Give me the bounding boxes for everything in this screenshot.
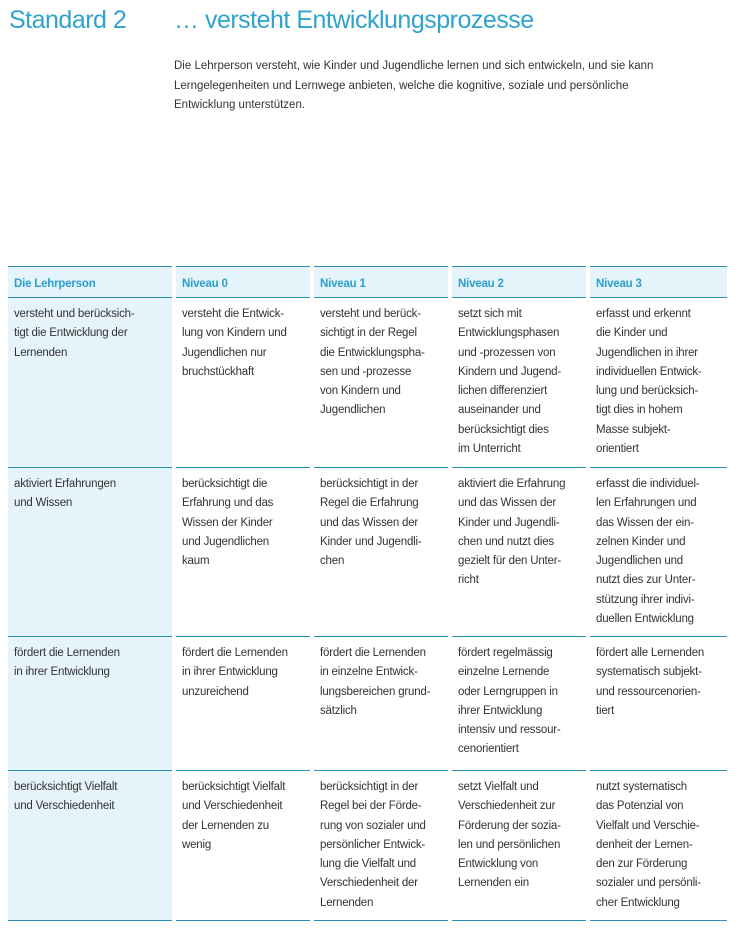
table-cell: setzt sich mit Entwicklungsphasen und -p… (452, 298, 586, 468)
table-cell: fördert regelmässig einzelne Lernende od… (452, 637, 586, 771)
intro-paragraph: Die Lehrperson versteht, wie Kinder und … (174, 60, 654, 111)
column-header: Niveau 1 (314, 266, 448, 298)
table-cell: fördert alle Lernenden systematisch subj… (590, 637, 727, 771)
table-cell: versteht die Entwick- lung von Kindern u… (176, 298, 310, 468)
table-cell: berücksichtigt die Erfahrung und das Wis… (176, 468, 310, 637)
table-cell: berücksichtigt Vielfalt und Verschiedenh… (176, 771, 310, 921)
table-cell: fördert die Lernenden in ihrer Entwicklu… (176, 637, 310, 771)
table-cell: erfasst die individuel- len Erfahrungen … (590, 468, 727, 637)
column-header: Die Lehrperson (8, 266, 172, 298)
row-label: aktiviert Erfahrungen und Wissen (8, 468, 172, 637)
table-cell: berücksichtigt in der Regel die Erfahrun… (314, 468, 448, 637)
standard-label: Standard 2 (9, 6, 127, 34)
column-header: Niveau 0 (176, 266, 310, 298)
table-cell: setzt Vielfalt und Verschiedenheit zur F… (452, 771, 586, 921)
table-cell: versteht und berück- sichtigt in der Reg… (314, 298, 448, 468)
table-cell: fördert die Lernenden in einzelne Entwic… (314, 637, 448, 771)
table-cell: nutzt systematisch das Potenzial von Vie… (590, 771, 727, 921)
column-header: Niveau 2 (452, 266, 586, 298)
table-cell: berücksichtigt in der Regel bei der Förd… (314, 771, 448, 921)
row-label: fördert die Lernenden in ihrer Entwicklu… (8, 637, 172, 771)
table-cell: erfasst und erkennt die Kinder und Jugen… (590, 298, 727, 468)
page-title: … versteht Entwicklungsprozesse (174, 6, 534, 34)
table-cell: aktiviert die Erfahrung und das Wissen d… (452, 468, 586, 637)
column-header: Niveau 3 (590, 266, 727, 298)
row-label: versteht und berücksich- tigt die Entwic… (8, 298, 172, 468)
row-label: berücksichtigt Vielfalt und Verschiedenh… (8, 771, 172, 921)
competency-table: Die Lehrperson Niveau 0 Niveau 1 Niveau 2 Ni… (8, 266, 727, 921)
